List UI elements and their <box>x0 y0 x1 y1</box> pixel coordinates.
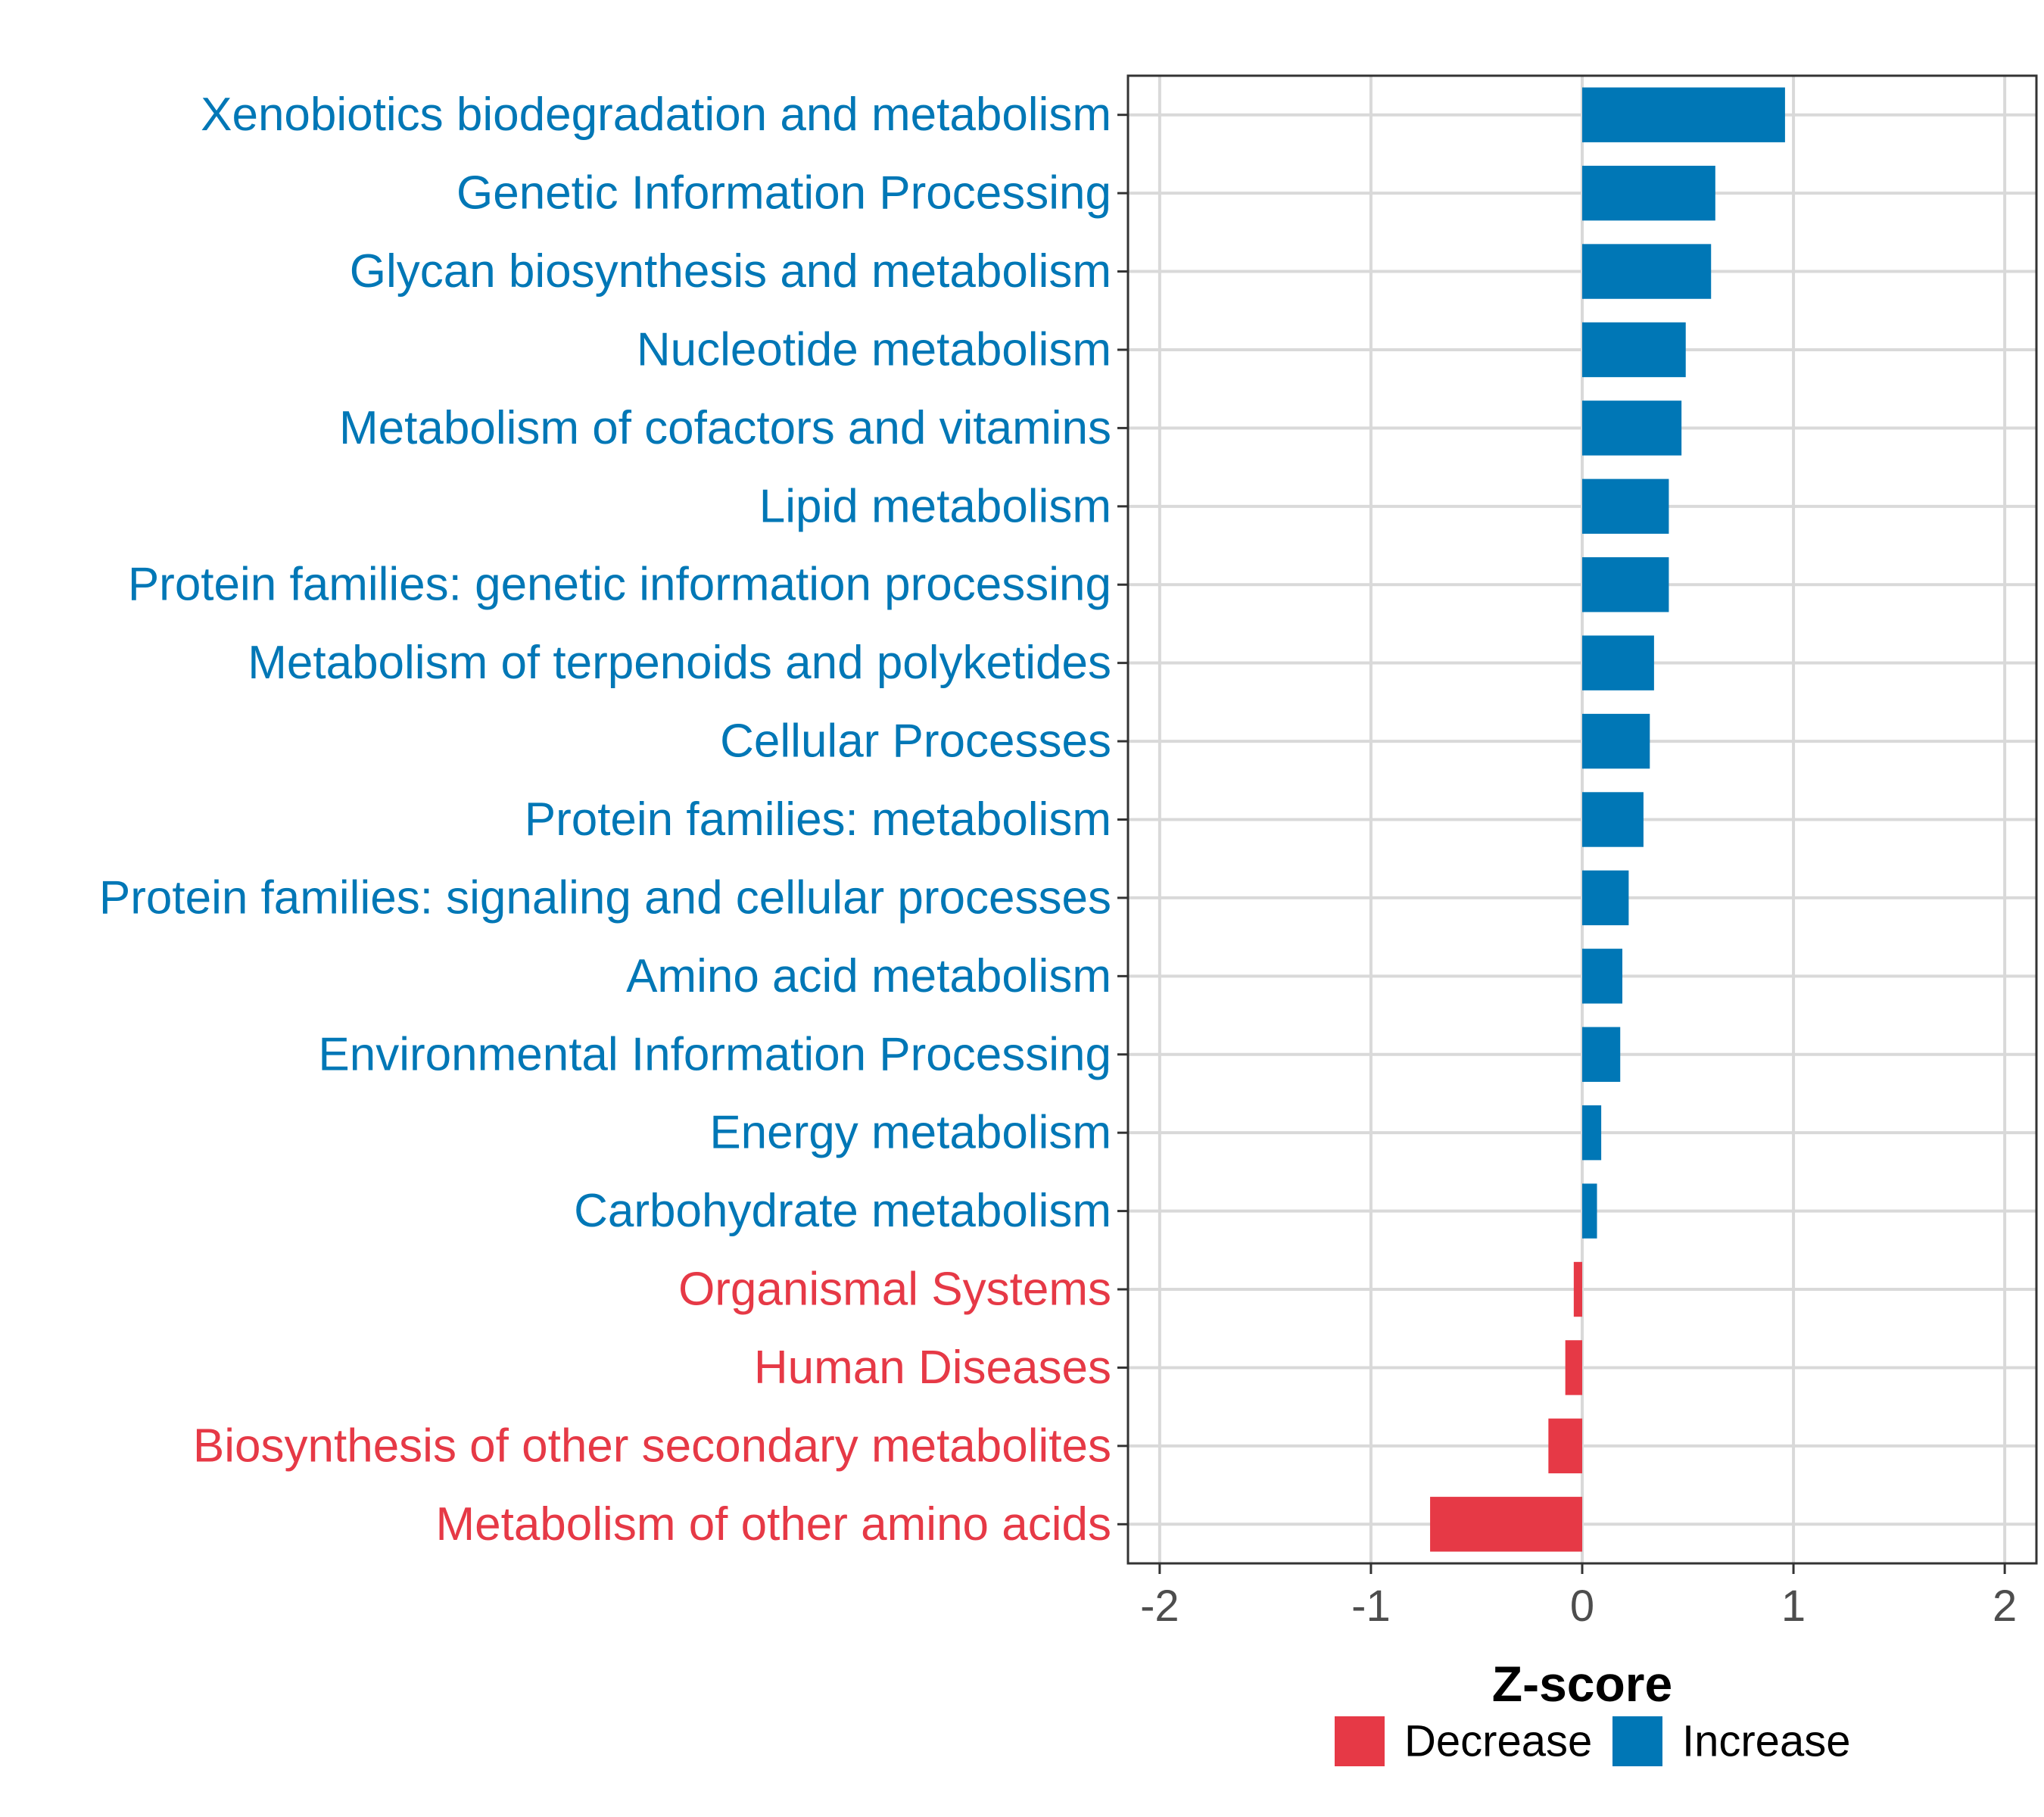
category-label: Carbohydrate metabolism <box>574 1185 1111 1237</box>
bar <box>1582 400 1682 456</box>
x-axis-ticks: -2 -1 0 1 2 <box>1140 1563 2017 1631</box>
bar <box>1582 87 1785 142</box>
bar <box>1565 1340 1582 1395</box>
bar <box>1582 322 1686 378</box>
x-tick-label: -1 <box>1351 1582 1391 1631</box>
category-label: Biosynthesis of other secondary metaboli… <box>193 1420 1111 1472</box>
bar <box>1582 792 1644 847</box>
category-label: Energy metabolism <box>709 1107 1111 1159</box>
y-axis-ticks <box>1117 114 1128 1526</box>
x-tick-label: 2 <box>1993 1582 2017 1631</box>
category-label: Human Diseases <box>754 1342 1111 1394</box>
category-label: Protein families: metabolism <box>525 793 1111 846</box>
category-label: Protein families: signaling and cellular… <box>99 871 1111 924</box>
category-label: Metabolism of other amino acids <box>435 1498 1111 1551</box>
x-tick-label: 1 <box>1781 1582 1806 1631</box>
bar <box>1582 635 1654 690</box>
category-label: Metabolism of terpenoids and polyketides <box>248 637 1111 689</box>
bar <box>1582 713 1650 769</box>
bar <box>1582 949 1623 1004</box>
category-label: Amino acid metabolism <box>626 950 1111 1002</box>
bar <box>1582 870 1629 926</box>
category-label: Cellular Processes <box>720 715 1111 768</box>
category-label: Organismal Systems <box>678 1264 1111 1316</box>
category-label: Metabolism of cofactors and vitamins <box>339 402 1111 454</box>
category-label: Protein families: genetic information pr… <box>128 559 1111 611</box>
legend-label-decrease: Decrease <box>1404 1717 1592 1766</box>
bar <box>1582 244 1712 299</box>
category-label: Glycan biosynthesis and metabolism <box>350 245 1111 298</box>
bar <box>1582 1105 1602 1161</box>
category-label: Environmental Information Processing <box>318 1028 1111 1080</box>
y-axis-category-labels: Xenobiotics biodegradation and metabolis… <box>99 89 1111 1551</box>
category-label: Xenobiotics biodegradation and metabolis… <box>201 89 1111 141</box>
category-label: Lipid metabolism <box>759 480 1111 532</box>
bar <box>1582 478 1669 535</box>
bar-layer <box>1430 87 1785 1552</box>
category-label: Genetic Information Processing <box>456 167 1111 220</box>
legend-label-increase: Increase <box>1682 1717 1850 1766</box>
category-label: Nucleotide metabolism <box>637 323 1111 376</box>
x-tick-label: -2 <box>1140 1582 1179 1631</box>
bar <box>1582 165 1715 221</box>
legend-swatch-increase <box>1612 1716 1662 1766</box>
x-axis-title: Z-score <box>1492 1656 1672 1712</box>
bar <box>1582 1027 1621 1082</box>
bar <box>1573 1261 1582 1317</box>
x-tick-label: 0 <box>1570 1582 1594 1631</box>
legend-swatch-decrease <box>1335 1716 1385 1766</box>
bar <box>1548 1418 1582 1474</box>
bar <box>1582 557 1669 612</box>
bar <box>1430 1497 1582 1552</box>
legend: Decrease Increase <box>1335 1716 1850 1766</box>
bar <box>1582 1183 1597 1239</box>
